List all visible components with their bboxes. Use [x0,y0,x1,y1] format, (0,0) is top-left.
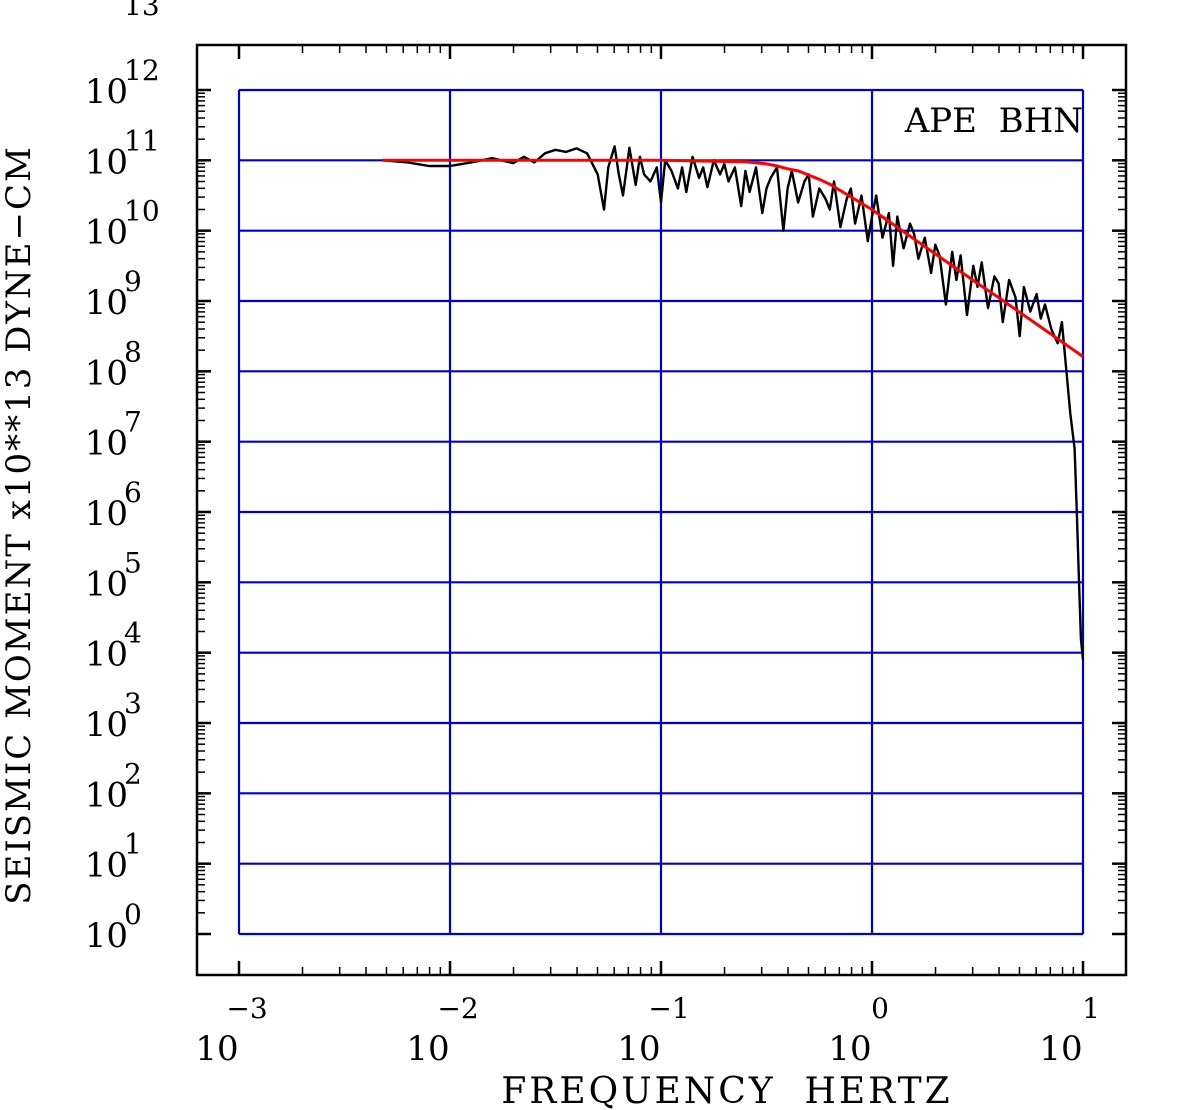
y-tick-exponent: 9 [124,265,142,298]
y-tick-exponent: 12 [124,54,160,87]
y-tick-exponent: 6 [124,476,142,509]
y-tick-base: 10 [85,213,128,253]
y-tick-exponent: 11 [124,124,160,157]
x-tick-exponent: 1 [1082,992,1100,1025]
x-tick-exponent: 0 [871,992,889,1025]
y-tick-base: 10 [85,846,128,886]
y-tick-base: 10 [85,142,128,182]
y-tick-exponent: 3 [124,687,142,720]
y-tick-exponent: 2 [124,757,142,790]
x-tick-exponent: −3 [226,992,267,1025]
y-tick-base: 10 [85,494,128,534]
y-tick-base: 10 [85,635,128,675]
x-tick-base: 10 [828,1029,871,1069]
y-tick-base: 10 [85,353,128,393]
y-tick-base: 10 [85,916,128,956]
y-tick-base: 10 [85,705,128,745]
y-tick-exponent: 4 [124,617,142,650]
y-tick-base: 10 [85,564,128,604]
y-tick-exponent: 5 [124,546,142,579]
x-tick-exponent: −1 [648,992,689,1025]
y-tick-base: 10 [85,775,128,815]
minor-ticks [197,45,1126,975]
y-tick-exponent: 1 [124,828,142,861]
x-axis-label: FREQUENCY HERTZ [501,1071,952,1110]
observed-spectrum-line [382,145,1085,660]
x-tick-base: 10 [1039,1029,1082,1069]
x-tick-base: 10 [617,1029,660,1069]
station-label: APE BHN [904,101,1083,141]
y-tick-labels: 1001011021031041051061071081091010101110… [85,0,160,956]
y-axis-label: SEISMIC MOMENT x10**13 DYNE−CM [0,145,39,905]
x-tick-exponent: −2 [437,992,478,1025]
y-tick-exponent: 13 [124,0,160,22]
x-tick-base: 10 [195,1029,238,1069]
y-tick-exponent: 10 [124,195,160,228]
x-tick-base: 10 [406,1029,449,1069]
y-tick-base: 10 [85,424,128,464]
y-tick-exponent: 8 [124,335,142,368]
y-tick-exponent: 7 [124,406,142,439]
y-tick-exponent: 0 [124,898,142,931]
model-fit-line [382,158,1084,358]
y-tick-base: 10 [85,283,128,323]
y-tick-base: 10 [85,72,128,112]
series-layer [382,145,1085,660]
